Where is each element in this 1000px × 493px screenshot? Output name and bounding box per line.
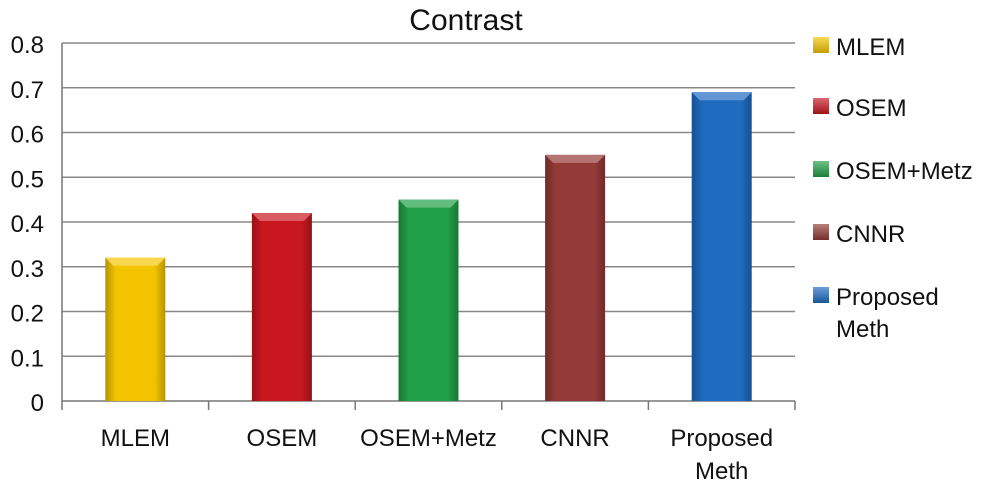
bar — [398, 199, 459, 401]
bar-bevel — [398, 199, 459, 208]
legend-swatch — [813, 37, 829, 53]
legend: MLEM OSEM OSEM+Metz CNNR Proposed Meth — [813, 34, 973, 343]
bar-bevel — [105, 257, 166, 266]
bar-bevel — [251, 213, 312, 222]
bar-proposed-meth — [691, 92, 752, 401]
bar — [105, 257, 166, 401]
bar — [691, 92, 752, 401]
chart-title: Contrast — [409, 4, 523, 37]
legend-label: OSEM — [836, 95, 907, 122]
legend-item: Proposed Meth — [813, 284, 939, 343]
y-tick-label: 0.7 — [11, 77, 44, 104]
bar-cnnr — [545, 154, 606, 401]
bar-mlem — [105, 257, 166, 401]
legend-label: MLEM — [836, 34, 905, 61]
bar-bevel — [545, 154, 606, 163]
legend-swatch — [813, 224, 829, 240]
x-tick-label: OSEM+Metz — [360, 425, 497, 452]
bars — [105, 92, 752, 401]
bar — [251, 213, 312, 401]
y-tick-label: 0.1 — [11, 345, 44, 372]
y-tick-labels: 0 0.1 0.2 0.3 0.4 0.5 0.6 0.7 0.8 — [11, 32, 44, 417]
bar-osem — [251, 213, 312, 401]
y-tick-label: 0.8 — [11, 32, 44, 59]
legend-swatch — [813, 161, 829, 177]
legend-item: MLEM — [813, 34, 905, 61]
x-tick-label: MLEM — [101, 425, 170, 452]
legend-swatch — [813, 287, 829, 303]
y-tick-label: 0.6 — [11, 122, 44, 149]
y-tick-label: 0.5 — [11, 166, 44, 193]
y-tick-label: 0.4 — [11, 211, 44, 238]
legend-item: OSEM+Metz — [813, 158, 973, 185]
bar — [545, 154, 606, 401]
x-tick-label: Proposed — [670, 425, 773, 452]
x-tick-label: Meth — [695, 458, 748, 485]
legend-label: OSEM+Metz — [836, 158, 973, 185]
legend-label: Proposed — [836, 284, 939, 311]
y-tick-label: 0 — [31, 390, 44, 417]
x-tick-labels: MLEM OSEM OSEM+Metz CNNR Proposed Meth — [101, 425, 773, 485]
x-tick-label: CNNR — [540, 425, 609, 452]
legend-item: OSEM — [813, 95, 907, 122]
y-tick-label: 0.2 — [11, 301, 44, 328]
legend-label: Meth — [836, 316, 889, 343]
legend-label: CNNR — [836, 221, 905, 248]
bar-osem-metz — [398, 199, 459, 401]
y-tick-label: 0.3 — [11, 256, 44, 283]
bar-bevel — [691, 92, 752, 101]
legend-swatch — [813, 98, 829, 114]
x-tick-label: OSEM — [247, 425, 318, 452]
legend-item: CNNR — [813, 221, 905, 248]
